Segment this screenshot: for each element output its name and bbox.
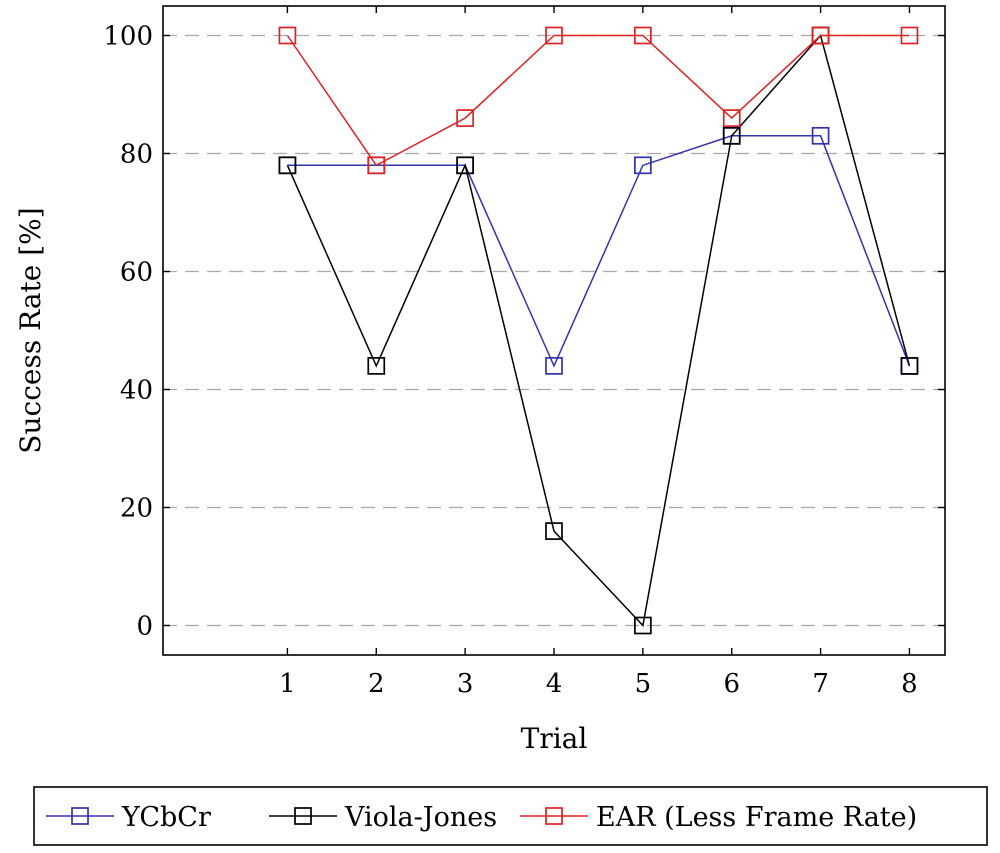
legend: YCbCr Viola-Jones EAR (Less Frame Rate): [33, 786, 988, 846]
series-line: [286, 34, 910, 167]
data-point: [367, 156, 386, 175]
series-viola-jones: [278, 26, 919, 635]
data-point: [634, 26, 652, 45]
series-line: [287, 135, 911, 368]
x-axis-title: Trial: [521, 722, 588, 755]
data-point: [278, 156, 297, 175]
y-tick-label: 60: [120, 258, 153, 288]
data-point: [278, 26, 297, 45]
data-point: [545, 522, 563, 540]
legend-marker: [545, 807, 563, 825]
plot-frame: [162, 5, 946, 656]
legend-item: YCbCr: [46, 802, 211, 833]
y-tick-label: 0: [136, 612, 153, 642]
y-tick-label: 80: [120, 140, 153, 170]
x-tick-label: 1: [279, 669, 296, 699]
data-point: [634, 156, 652, 175]
legend-label: YCbCr: [121, 802, 211, 833]
data-point: [811, 26, 830, 45]
data-point: [634, 616, 652, 635]
series-line: [286, 33, 911, 628]
data-point: [456, 156, 474, 175]
series-ear-less-frame-rate: [278, 26, 919, 175]
y-tick-label: 40: [120, 376, 153, 406]
series-layer: [278, 26, 919, 635]
legend-frame: [33, 786, 988, 846]
x-tick-label: 5: [635, 669, 652, 699]
data-point: [545, 26, 563, 45]
data-point: [545, 357, 563, 375]
data-point: [722, 126, 741, 145]
x-tick-label: 3: [457, 669, 474, 699]
x-tick-label: 4: [546, 669, 563, 699]
legend-marker: [294, 807, 312, 825]
legend-label: EAR (Less Frame Rate): [596, 802, 917, 833]
x-tick-label: 8: [901, 669, 918, 699]
data-point: [722, 109, 741, 127]
data-point: [900, 26, 919, 45]
axis-ticks: 0 20 40 60 80 100 1 2 3 4 5 6 7 8: [103, 6, 945, 699]
y-tick-label: 20: [120, 494, 153, 524]
y-axis-title: Success Rate [%]: [14, 207, 47, 453]
legend-item: Viola-Jones: [269, 802, 497, 833]
legend-item: EAR (Less Frame Rate): [520, 802, 917, 833]
data-point: [811, 126, 830, 145]
data-point: [367, 357, 386, 375]
legend-marker: [71, 807, 89, 825]
grid-lines: [163, 34, 945, 627]
legend-label: Viola-Jones: [344, 802, 497, 833]
x-tick-label: 7: [812, 669, 829, 699]
data-point: [900, 357, 919, 375]
data-point: [456, 109, 474, 127]
y-tick-label: 100: [103, 22, 153, 52]
x-tick-label: 6: [723, 669, 740, 699]
x-tick-label: 2: [368, 669, 385, 699]
